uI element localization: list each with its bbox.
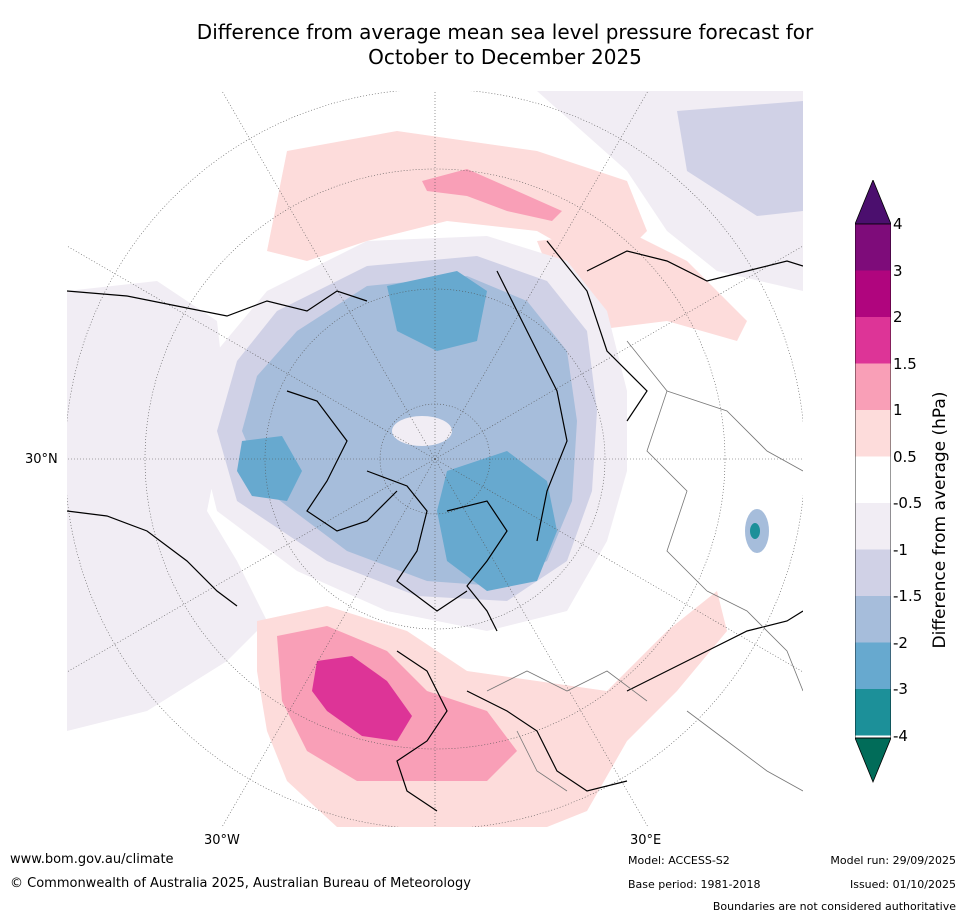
cb-tick-neg2: -2 xyxy=(893,634,908,652)
cb-tick-neg0.5: -0.5 xyxy=(893,494,923,512)
colorbar-under-triangle xyxy=(854,737,892,784)
cb-tick-4: 4 xyxy=(893,215,903,233)
cb-tick-neg1: -1 xyxy=(893,541,908,559)
cb-tick-1: 1 xyxy=(893,401,903,419)
anomaly-neg-east-core xyxy=(750,523,760,539)
anomaly-near-zero-pole xyxy=(392,416,452,446)
cb-tick-neg4: -4 xyxy=(893,727,908,745)
graticule xyxy=(67,91,803,827)
anomaly-neg2-siberia xyxy=(387,271,487,351)
footer-issued: Issued: 01/10/2025 xyxy=(849,878,956,891)
coastlines xyxy=(67,240,803,812)
country-borders xyxy=(486,340,803,792)
anomaly-pos05-north xyxy=(267,131,647,271)
colorbar-seg-2-3 xyxy=(855,270,891,317)
cb-tick-0.5: 0.5 xyxy=(893,448,917,466)
anomaly-pos1-north xyxy=(422,169,562,221)
colorbar-seg-0.5-1 xyxy=(855,410,891,457)
anomaly-neg2-atlantic xyxy=(437,451,557,591)
anomaly-pos15-atlantic xyxy=(312,656,412,741)
colorbar-seg-neg2-neg3 xyxy=(855,642,891,689)
colorbar-canvas xyxy=(854,178,892,784)
colorbar-label: Difference from average (hPa) xyxy=(930,391,950,649)
colorbar-seg-neg3-neg4 xyxy=(855,689,891,736)
colorbar-over-triangle xyxy=(854,178,892,225)
colorbar-seg-1.5-2 xyxy=(855,317,891,364)
colorbar-seg-neg1.5-neg2 xyxy=(855,596,891,643)
colorbar-seg-3-4 xyxy=(855,224,891,271)
cb-tick-3: 3 xyxy=(893,262,903,280)
footer-copyright: © Commonwealth of Australia 2025, Austra… xyxy=(10,876,471,891)
colorbar-seg-neg1-neg1.5 xyxy=(855,549,891,596)
lon-label-30e: 30°E xyxy=(630,833,662,848)
cb-tick-neg1.5: -1.5 xyxy=(893,587,923,605)
map-canvas xyxy=(67,91,803,827)
chart-title: Difference from average mean sea level p… xyxy=(0,20,965,70)
footer-model: Model: ACCESS-S2 xyxy=(628,854,730,867)
cb-tick-neg3: -3 xyxy=(893,680,908,698)
anomaly-neg1-ne xyxy=(677,101,803,216)
colorbar-seg-neutral xyxy=(855,456,891,503)
cb-tick-1.5: 1.5 xyxy=(893,355,917,373)
colorbar xyxy=(854,178,892,788)
footer-url[interactable]: www.bom.gov.au/climate xyxy=(10,852,174,867)
footer-base-period: Base period: 1981-2018 xyxy=(628,878,761,891)
title-line-2: October to December 2025 xyxy=(368,45,642,69)
anomaly-neg2-canada xyxy=(237,436,302,501)
polar-map xyxy=(67,91,803,827)
footer-disclaimer: Boundaries are not considered authoritat… xyxy=(712,900,956,913)
footer-model-run: Model run: 29/09/2025 xyxy=(830,854,956,867)
colorbar-seg-1-1.5 xyxy=(855,363,891,410)
cb-tick-2: 2 xyxy=(893,308,903,326)
colorbar-seg-neg0.5-neg1 xyxy=(855,503,891,550)
lat-label-30n: 30°N xyxy=(25,452,58,467)
lon-label-30w: 30°W xyxy=(204,833,240,848)
title-line-1: Difference from average mean sea level p… xyxy=(196,20,814,44)
